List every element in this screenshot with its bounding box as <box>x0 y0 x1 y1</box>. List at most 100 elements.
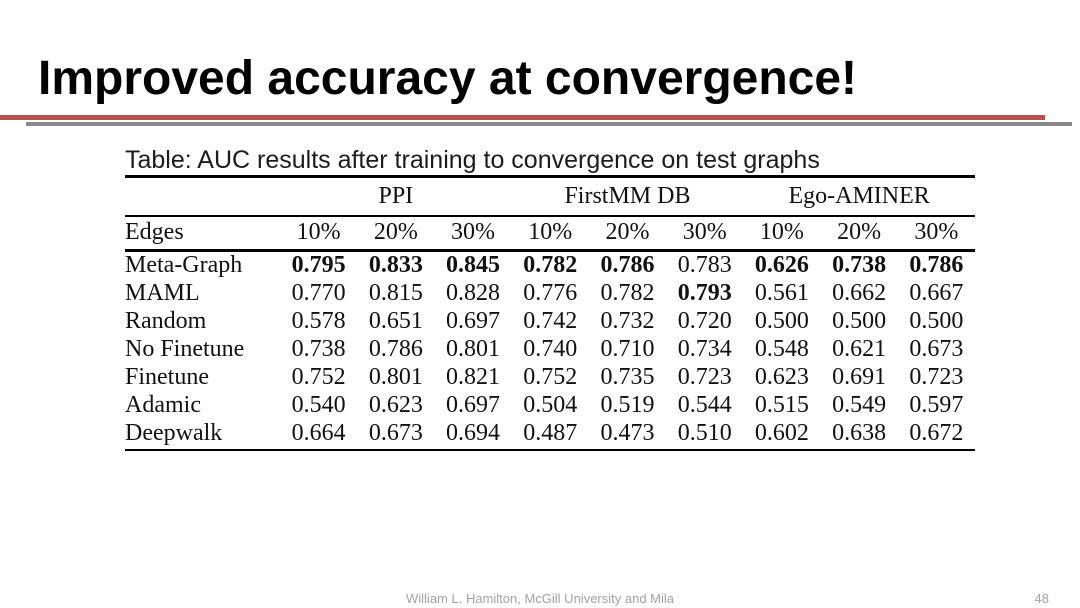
auc-value: 0.626 <box>754 252 809 278</box>
auc-value: 0.720 <box>677 307 732 334</box>
group-header-ppi: PPI <box>280 176 512 217</box>
auc-value: 0.782 <box>600 279 655 306</box>
auc-value: 0.578 <box>291 307 346 334</box>
table-row: Meta-Graph 0.795 0.833 0.845 0.782 0.786 0.783… <box>125 251 975 280</box>
percent-header: 10% <box>280 215 358 252</box>
table-row: Deepwalk 0.664 0.673 0.694 0.487 0.473 0.510 0.… <box>125 419 975 447</box>
auc-value: 0.735 <box>600 363 655 390</box>
auc-value: 0.500 <box>832 307 887 334</box>
auc-value: 0.734 <box>677 335 732 362</box>
results-table-block: Table: AUC results after training to con… <box>125 147 975 451</box>
auc-value: 0.786 <box>368 335 423 362</box>
table-row: Adamic 0.540 0.623 0.697 0.504 0.519 0.544 0.51… <box>125 391 975 419</box>
auc-value: 0.500 <box>754 307 809 334</box>
percent-header: 10% <box>511 215 589 252</box>
auc-value: 0.548 <box>754 335 809 362</box>
auc-value: 0.549 <box>832 391 887 418</box>
percent-header-row: Edges 10% 20% 30% 10% 20% 30% 10% 20% 30… <box>125 215 975 252</box>
table-row: MAML 0.770 0.815 0.828 0.776 0.782 0.793 0.561 0… <box>125 279 975 307</box>
auc-value: 0.742 <box>523 307 578 334</box>
auc-value: 0.782 <box>523 252 578 278</box>
footer-credit: William L. Hamilton, McGill University a… <box>406 591 674 606</box>
percent-header: 30% <box>666 215 744 252</box>
auc-value: 0.691 <box>832 363 887 390</box>
auc-value: 0.793 <box>677 279 732 306</box>
row-label: Deepwalk <box>125 419 223 446</box>
auc-value: 0.638 <box>832 419 887 446</box>
title-underline-gray <box>26 122 1072 126</box>
row-label: MAML <box>125 279 200 306</box>
row-label: No Finetune <box>125 335 245 362</box>
page-number: 48 <box>1034 591 1049 606</box>
auc-value: 0.845 <box>446 252 501 278</box>
table-head: PPI FirstMM DB Ego-AMINER Edges 10% 20% … <box>125 176 975 252</box>
auc-value: 0.723 <box>677 363 732 390</box>
percent-header: 10% <box>743 215 821 252</box>
auc-value: 0.801 <box>446 335 501 362</box>
percent-header: 20% <box>588 215 667 252</box>
auc-value: 0.673 <box>368 419 423 446</box>
auc-value: 0.783 <box>677 252 732 278</box>
auc-value: 0.697 <box>446 391 501 418</box>
auc-value: 0.776 <box>523 279 578 306</box>
auc-value: 0.519 <box>600 391 655 418</box>
auc-value: 0.500 <box>909 307 964 334</box>
auc-value: 0.732 <box>600 307 655 334</box>
auc-value: 0.623 <box>368 391 423 418</box>
auc-value: 0.752 <box>523 363 578 390</box>
auc-value: 0.510 <box>677 419 732 446</box>
group-corner-cell <box>125 176 280 217</box>
auc-value: 0.738 <box>832 252 887 278</box>
auc-value: 0.602 <box>754 419 809 446</box>
auc-value: 0.821 <box>446 363 501 390</box>
slide-title: Improved accuracy at convergence! <box>38 52 858 105</box>
row-header-label: Edges <box>125 215 280 252</box>
dataset-group-row: PPI FirstMM DB Ego-AMINER <box>125 176 975 217</box>
table-row: No Finetune 0.738 0.786 0.801 0.740 0.710 0.73… <box>125 335 975 363</box>
auc-value: 0.738 <box>291 335 346 362</box>
auc-value: 0.623 <box>754 363 809 390</box>
auc-value: 0.651 <box>368 307 423 334</box>
row-label: Adamic <box>125 391 201 418</box>
table-row: Random 0.578 0.651 0.697 0.742 0.732 0.720 0.50… <box>125 307 975 335</box>
group-header-ego-aminer: Ego-AMINER <box>743 176 975 217</box>
auc-value: 0.801 <box>368 363 423 390</box>
auc-value: 0.710 <box>600 335 655 362</box>
title-underline-red <box>0 115 1045 120</box>
auc-value: 0.672 <box>909 419 964 446</box>
auc-value: 0.723 <box>909 363 964 390</box>
auc-value: 0.673 <box>909 335 964 362</box>
percent-header: 30% <box>434 215 512 252</box>
row-label: Random <box>125 307 207 334</box>
row-label: Finetune <box>125 363 209 390</box>
auc-value: 0.504 <box>523 391 578 418</box>
auc-value: 0.694 <box>446 419 501 446</box>
auc-value: 0.833 <box>368 252 423 278</box>
auc-value: 0.667 <box>909 279 964 306</box>
auc-results-table: PPI FirstMM DB Ego-AMINER Edges 10% 20% … <box>125 175 975 447</box>
auc-value: 0.515 <box>754 391 809 418</box>
auc-value: 0.597 <box>909 391 964 418</box>
table-body: Meta-Graph 0.795 0.833 0.845 0.782 0.786 0.783… <box>125 251 975 448</box>
percent-header: 20% <box>357 215 435 252</box>
auc-value: 0.786 <box>909 252 964 278</box>
auc-value: 0.664 <box>291 419 346 446</box>
auc-value: 0.540 <box>291 391 346 418</box>
table-row: Finetune 0.752 0.801 0.821 0.752 0.735 0.723 0.… <box>125 363 975 391</box>
table-bottom-rule <box>125 449 975 451</box>
auc-value: 0.662 <box>832 279 887 306</box>
auc-value: 0.795 <box>291 252 346 278</box>
auc-value: 0.561 <box>754 279 809 306</box>
auc-value: 0.697 <box>446 307 501 334</box>
auc-value: 0.487 <box>523 419 578 446</box>
row-label: Meta-Graph <box>125 252 243 278</box>
group-header-firstmm-db: FirstMM DB <box>511 176 744 217</box>
auc-value: 0.752 <box>291 363 346 390</box>
percent-header: 20% <box>820 215 898 252</box>
table-caption: Table: AUC results after training to con… <box>125 146 820 174</box>
auc-value: 0.740 <box>523 335 578 362</box>
auc-value: 0.815 <box>368 279 423 306</box>
auc-value: 0.770 <box>291 279 346 306</box>
auc-value: 0.544 <box>677 391 732 418</box>
